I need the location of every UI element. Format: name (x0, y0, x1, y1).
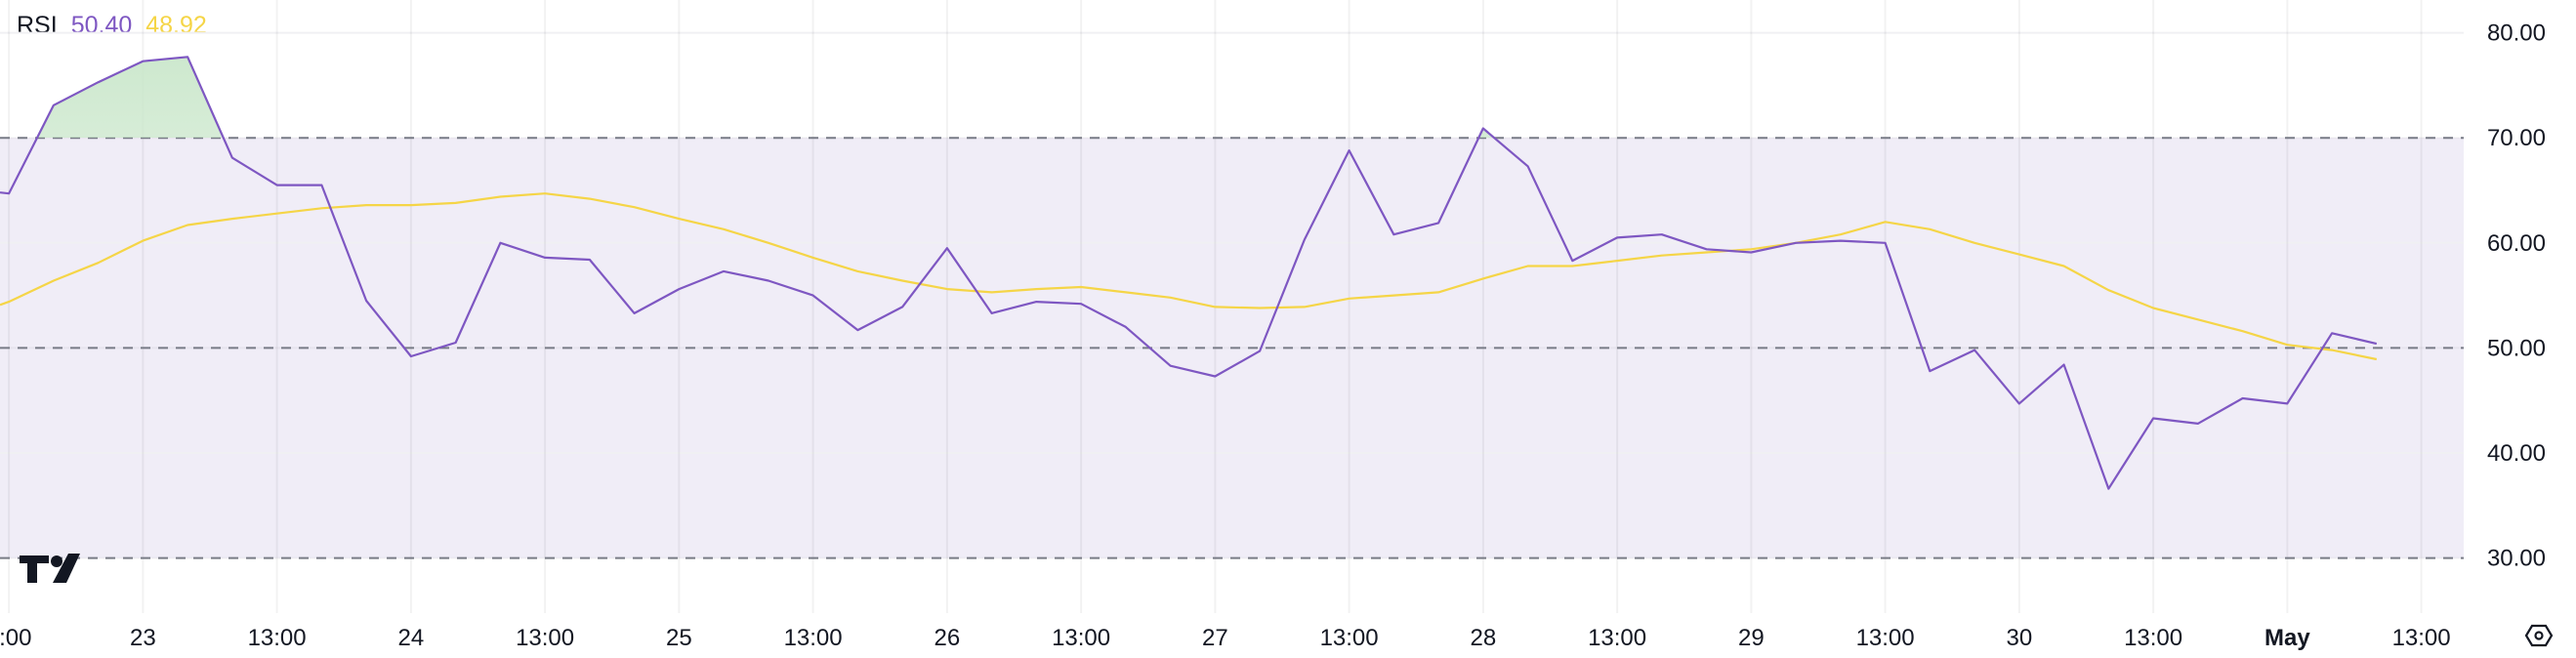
x-tick-label: 23 (130, 625, 156, 651)
x-tick-label: 13:00 (1588, 625, 1646, 651)
x-tick-label: 13:00 (784, 625, 843, 651)
x-tick-label: 13:00 (516, 625, 574, 651)
x-tick-label: 3:00 (0, 625, 31, 651)
x-tick-label: 29 (1738, 625, 1765, 651)
overbought-fill (37, 57, 1495, 138)
x-tick-label: 13:00 (1320, 625, 1379, 651)
x-tick-label: 13:00 (2124, 625, 2182, 651)
y-tick-label: 30.00 (2487, 546, 2546, 572)
x-tick-label: 24 (397, 625, 424, 651)
x-tick-label: 27 (1202, 625, 1228, 651)
x-tick-label: 28 (1470, 625, 1496, 651)
settings-icon[interactable] (2524, 624, 2554, 647)
tradingview-logo[interactable] (20, 554, 80, 583)
x-tick-label: 13:00 (248, 625, 307, 651)
y-tick-label: 70.00 (2487, 125, 2546, 151)
x-tick-label: May (2264, 625, 2310, 651)
x-tick-label: 25 (666, 625, 692, 651)
x-tick-label: 13:00 (1052, 625, 1110, 651)
legend: RSI 50.40 48.92 (17, 12, 207, 40)
y-tick-label: 80.00 (2487, 21, 2546, 47)
x-tick-label: 13:00 (1856, 625, 1915, 651)
y-tick-label: 50.00 (2487, 335, 2546, 361)
x-tick-label: 30 (2006, 625, 2032, 651)
legend-ma-value: 48.92 (145, 12, 207, 39)
legend-rsi-value: 50.40 (70, 12, 133, 39)
y-tick-label: 40.00 (2487, 440, 2546, 467)
y-tick-label: 60.00 (2487, 230, 2546, 257)
legend-name: RSI (17, 12, 58, 39)
x-tick-label: 26 (934, 625, 960, 651)
x-tick-label: 13:00 (2392, 625, 2451, 651)
